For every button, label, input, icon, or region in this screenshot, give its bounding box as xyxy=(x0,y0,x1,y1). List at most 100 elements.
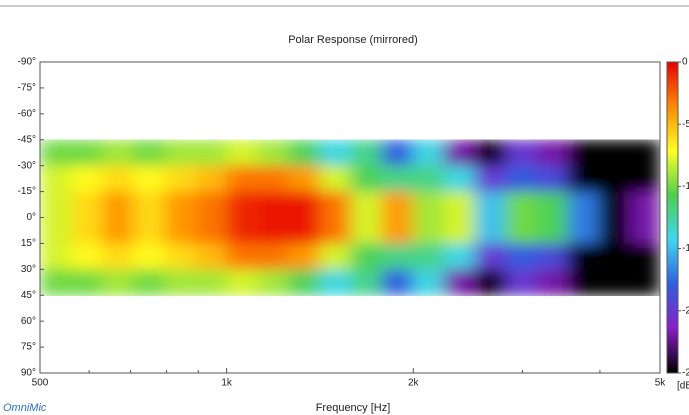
heat-cell xyxy=(598,165,631,193)
heat-cell xyxy=(133,165,166,193)
colorbar-tick-label: 0 xyxy=(682,57,688,68)
heat-cell xyxy=(474,139,507,167)
heat-cell xyxy=(350,165,383,193)
heat-cell xyxy=(319,165,352,193)
heat-cell xyxy=(505,269,538,296)
heat-cell xyxy=(226,269,259,296)
colorbar xyxy=(666,61,679,374)
heat-cell xyxy=(536,165,569,193)
heat-cell xyxy=(629,243,661,270)
heat-cell xyxy=(350,269,383,296)
heat-cell xyxy=(567,269,600,296)
heat-cell xyxy=(536,243,569,270)
heat-cell xyxy=(133,191,166,218)
x-tick-label: 500 xyxy=(32,378,49,389)
y-tick-label: -90° xyxy=(18,57,36,68)
heat-cell xyxy=(412,243,445,270)
heat-cell xyxy=(629,217,661,244)
y-tick-label: -45° xyxy=(18,134,36,145)
heat-cell xyxy=(195,191,228,218)
heat-cell xyxy=(350,139,383,167)
chart-title: Polar Response (mirrored) xyxy=(288,34,418,46)
heat-cell xyxy=(257,165,290,193)
heat-cell xyxy=(195,269,228,296)
heat-cell xyxy=(40,269,72,296)
x-tick-label: 2k xyxy=(408,378,420,389)
heat-cell xyxy=(536,217,569,244)
x-axis-label: Frequency [Hz] xyxy=(316,402,391,414)
heat-cell xyxy=(102,191,134,218)
colorbar-tick-label: -25 xyxy=(682,368,689,379)
y-tick-label: 90° xyxy=(21,368,36,379)
y-tick-label: 0° xyxy=(26,212,36,223)
y-tick-label: -60° xyxy=(18,108,36,119)
heatmap xyxy=(40,139,661,296)
heat-cell xyxy=(288,191,321,218)
heat-cell xyxy=(40,191,72,218)
heat-cell xyxy=(133,269,166,296)
heat-cell xyxy=(505,165,538,193)
heat-cell xyxy=(70,269,103,296)
y-tick-label: -15° xyxy=(18,186,36,197)
heat-cell xyxy=(195,139,228,167)
heat-cell xyxy=(629,191,661,218)
heat-cell xyxy=(288,243,321,270)
x-tick-label: 1k xyxy=(221,378,233,389)
heat-cell xyxy=(257,139,290,167)
heat-cell xyxy=(226,139,259,167)
heat-cell xyxy=(164,165,197,193)
heat-cell xyxy=(288,269,321,296)
heat-cell xyxy=(381,165,414,193)
heat-cell xyxy=(474,191,507,218)
heat-cell xyxy=(288,217,321,244)
y-tick-label: -30° xyxy=(18,160,36,171)
heat-cell xyxy=(505,191,538,218)
heat-cell xyxy=(319,269,352,296)
heat-cell xyxy=(40,165,72,193)
heat-cell xyxy=(257,191,290,218)
heat-cell xyxy=(567,243,600,270)
heat-cell xyxy=(288,165,321,193)
heat-cell xyxy=(257,217,290,244)
heat-cell xyxy=(381,217,414,244)
y-tick-label: 30° xyxy=(21,264,36,275)
heat-cell xyxy=(350,217,383,244)
heat-cell xyxy=(505,217,538,244)
heat-cell xyxy=(164,243,197,270)
heat-cell xyxy=(536,269,569,296)
heat-cell xyxy=(443,139,476,167)
heat-cell xyxy=(443,243,476,270)
heat-cell xyxy=(443,269,476,296)
heat-cell xyxy=(319,217,352,244)
heat-cell xyxy=(102,243,134,270)
heat-cell xyxy=(70,217,103,244)
heat-cell xyxy=(505,243,538,270)
y-tick-label: 15° xyxy=(21,238,36,249)
heat-cell xyxy=(164,269,197,296)
heat-cell xyxy=(164,139,197,167)
heat-cell xyxy=(40,217,72,244)
heat-cell xyxy=(381,191,414,218)
heat-cell xyxy=(350,243,383,270)
heat-cell xyxy=(567,217,600,244)
heat-cell xyxy=(412,269,445,296)
y-tick-label: 75° xyxy=(21,342,36,353)
heat-cell xyxy=(567,165,600,193)
colorbar-tick-label: -20 xyxy=(682,305,689,316)
colorbar-tick-label: -10 xyxy=(682,181,689,192)
heat-cell xyxy=(102,139,134,167)
heat-cell xyxy=(381,269,414,296)
heat-cell xyxy=(133,243,166,270)
heat-cell xyxy=(195,243,228,270)
x-tick-label: 5k xyxy=(655,378,667,389)
heat-cell xyxy=(70,191,103,218)
heat-cell xyxy=(164,217,197,244)
y-tick-label: 45° xyxy=(21,290,36,301)
heat-cell xyxy=(536,139,569,167)
heat-cell xyxy=(350,191,383,218)
heat-cell xyxy=(412,139,445,167)
heat-cell xyxy=(381,139,414,167)
heat-cell xyxy=(567,191,600,218)
heat-cell xyxy=(598,243,631,270)
